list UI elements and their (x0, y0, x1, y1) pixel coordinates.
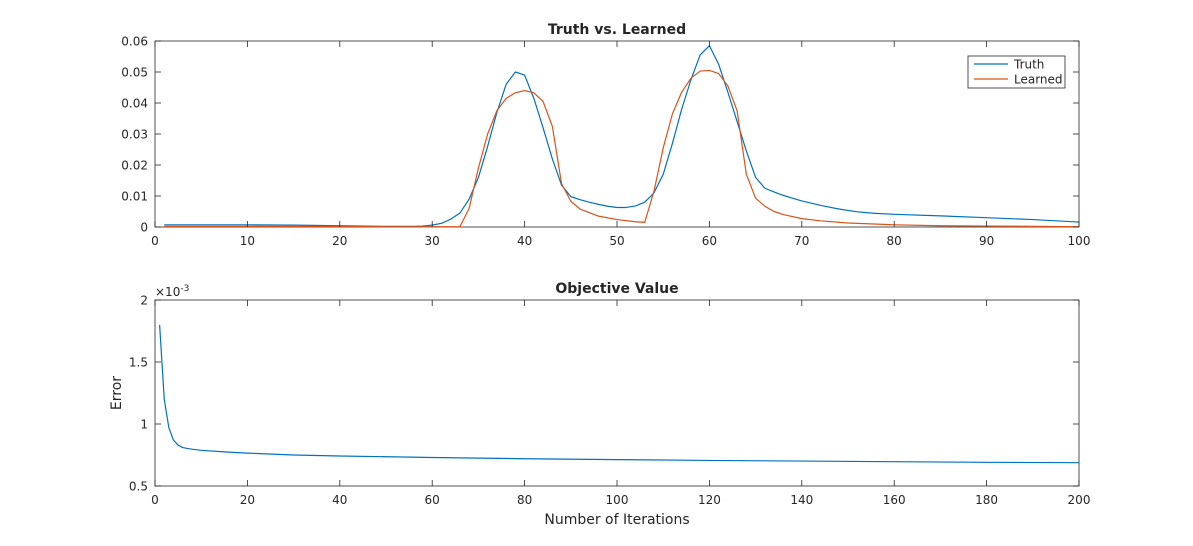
x-axis-label: Number of Iterations (544, 512, 689, 528)
y-tick-label: 0.01 (121, 190, 148, 204)
x-tick-label: 0 (151, 493, 159, 507)
y-axis-label: Error (109, 376, 125, 410)
y-tick-label: 0.05 (121, 66, 148, 80)
y-tick-label: 0 (140, 221, 148, 235)
y-tick-label: 2 (140, 294, 148, 308)
y-tick-label: 0.02 (121, 159, 148, 173)
y-tick-label: 0.04 (121, 97, 148, 111)
series-layer (164, 45, 1080, 228)
x-tick-label: 20 (240, 493, 255, 507)
y-tick-label: 0.5 (129, 480, 148, 494)
legend-box (967, 55, 1066, 89)
chart-title: Truth vs. Learned (548, 22, 686, 38)
y-tick-label: 0.03 (121, 128, 148, 142)
x-tick-label: 100 (606, 493, 629, 507)
x-tick-label: 40 (517, 234, 532, 248)
y-tick-label: 0.06 (121, 35, 148, 49)
series-line-0 (159, 324, 1080, 464)
x-tick-label: 50 (609, 234, 624, 248)
x-tick-label: 10 (240, 234, 255, 248)
x-tick-label: 200 (1068, 493, 1091, 507)
chart-title: Objective Value (555, 281, 678, 297)
x-tick-label: 80 (887, 234, 902, 248)
legend-label-truth: Truth (1013, 58, 1044, 72)
y-scale-exponent: ×10-3 (155, 284, 189, 299)
series-layer (159, 324, 1080, 464)
x-tick-label: 60 (425, 493, 440, 507)
x-tick-label: 120 (698, 493, 721, 507)
x-tick-label: 60 (702, 234, 717, 248)
ticks-layer: 0 20 40 60 80 100 120 140 160 180 200 0.5 1 1.5 2 (129, 294, 1091, 508)
x-tick-label: 160 (883, 493, 906, 507)
legend: Truth Learned (967, 55, 1066, 89)
y-tick-label: 1.5 (129, 356, 148, 370)
x-tick-label: 20 (332, 234, 347, 248)
chart-truth-vs-learned: Truth vs. Learned 0 10 20 30 40 50 60 70 80 90 100… (121, 22, 1090, 248)
x-tick-label: 30 (425, 234, 440, 248)
x-tick-label: 80 (517, 493, 532, 507)
x-tick-label: 40 (332, 493, 347, 507)
series-line-truth (164, 45, 1080, 227)
x-tick-label: 90 (979, 234, 994, 248)
legend-label-learned: Learned (1014, 73, 1063, 87)
x-tick-label: 180 (975, 493, 998, 507)
y-tick-label: 1 (140, 418, 148, 432)
x-tick-label: 70 (794, 234, 809, 248)
series-line-learned (164, 69, 1080, 228)
x-tick-label: 140 (790, 493, 813, 507)
ticks-layer: 0 10 20 30 40 50 60 70 80 90 100 0 0.01 0.02 0.03 0.04 0… (121, 35, 1090, 249)
x-tick-label: 0 (151, 234, 159, 248)
x-tick-label: 100 (1068, 234, 1091, 248)
chart-objective-value: Objective Value 0 20 40 60 80 100 120 140 160 180… (109, 281, 1090, 528)
